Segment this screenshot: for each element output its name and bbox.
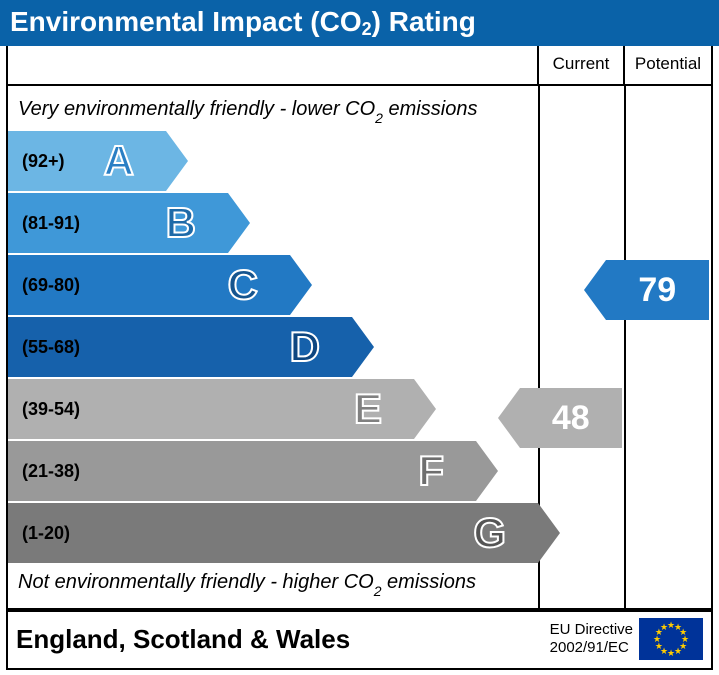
band-letter-c: C	[228, 264, 258, 306]
band-bar-f: (21-38) F	[8, 441, 476, 501]
band-c: (69-80) C	[8, 255, 538, 315]
caption-top-suffix: emissions	[383, 98, 477, 120]
potential-pointer: 79	[606, 260, 710, 320]
directive-line2: 2002/91/EC	[550, 639, 633, 657]
band-letter-a: A	[104, 140, 134, 182]
chart-container: Current Potential Very environmentally f…	[6, 46, 713, 612]
caption-bottom: Not environmentally friendly - higher CO…	[8, 565, 538, 602]
band-bar-g: (1-20) G	[8, 503, 538, 563]
title-bar: Environmental Impact (CO2) Rating	[0, 0, 719, 46]
current-value: 48	[520, 399, 622, 438]
directive-line1: EU Directive	[550, 621, 633, 639]
header-spacer	[8, 46, 539, 84]
title-suffix: ) Rating	[372, 6, 476, 37]
band-f: (21-38) F	[8, 441, 538, 501]
band-e: (39-54) E	[8, 379, 538, 439]
header-potential: Potential	[625, 46, 711, 84]
caption-bottom-prefix: Not environmentally friendly - higher CO	[18, 571, 374, 593]
header-current: Current	[539, 46, 625, 84]
band-g: (1-20) G	[8, 503, 538, 563]
eu-star-icon: ★	[667, 648, 675, 659]
band-range-c: (69-80)	[8, 275, 80, 296]
bands-wrap: (92+) A (81-91) B (69-80) C (55-68) D (39-54) E (2…	[8, 131, 538, 563]
eu-flag-icon: ★★★★★★★★★★★★	[639, 618, 703, 660]
footer: England, Scotland & Wales EU Directive 2…	[6, 612, 713, 670]
eu-star-icon: ★	[660, 622, 668, 633]
band-letter-g: G	[473, 512, 506, 554]
eu-star-icon: ★	[674, 646, 682, 657]
footer-region: England, Scotland & Wales	[16, 624, 550, 655]
band-letter-e: E	[354, 388, 382, 430]
title-sub: 2	[362, 19, 372, 39]
caption-top-sub: 2	[375, 110, 383, 126]
caption-top: Very environmentally friendly - lower CO…	[8, 92, 538, 129]
potential-column: 79	[626, 86, 712, 608]
footer-directive: EU Directive 2002/91/EC	[550, 621, 639, 657]
band-bar-b: (81-91) B	[8, 193, 228, 253]
header-row: Current Potential	[8, 46, 711, 86]
band-bar-c: (69-80) C	[8, 255, 290, 315]
band-bar-a: (92+) A	[8, 131, 166, 191]
band-b: (81-91) B	[8, 193, 538, 253]
chart-area: Very environmentally friendly - lower CO…	[8, 86, 540, 608]
potential-value: 79	[606, 271, 710, 310]
caption-top-prefix: Very environmentally friendly - lower CO	[18, 98, 375, 120]
band-range-b: (81-91)	[8, 213, 80, 234]
band-range-a: (92+)	[8, 151, 65, 172]
band-d: (55-68) D	[8, 317, 538, 377]
band-bar-e: (39-54) E	[8, 379, 414, 439]
band-range-f: (21-38)	[8, 461, 80, 482]
band-letter-d: D	[290, 326, 320, 368]
band-range-g: (1-20)	[8, 523, 70, 544]
current-column: 48	[540, 86, 626, 608]
band-bar-d: (55-68) D	[8, 317, 352, 377]
current-pointer: 48	[520, 388, 622, 448]
band-letter-f: F	[418, 450, 444, 492]
title-prefix: Environmental Impact (CO	[10, 6, 362, 37]
band-letter-b: B	[166, 202, 196, 244]
band-a: (92+) A	[8, 131, 538, 191]
body-row: Very environmentally friendly - lower CO…	[8, 86, 711, 610]
caption-bottom-suffix: emissions	[382, 571, 476, 593]
band-range-e: (39-54)	[8, 399, 80, 420]
band-range-d: (55-68)	[8, 337, 80, 358]
caption-bottom-sub: 2	[374, 583, 382, 599]
